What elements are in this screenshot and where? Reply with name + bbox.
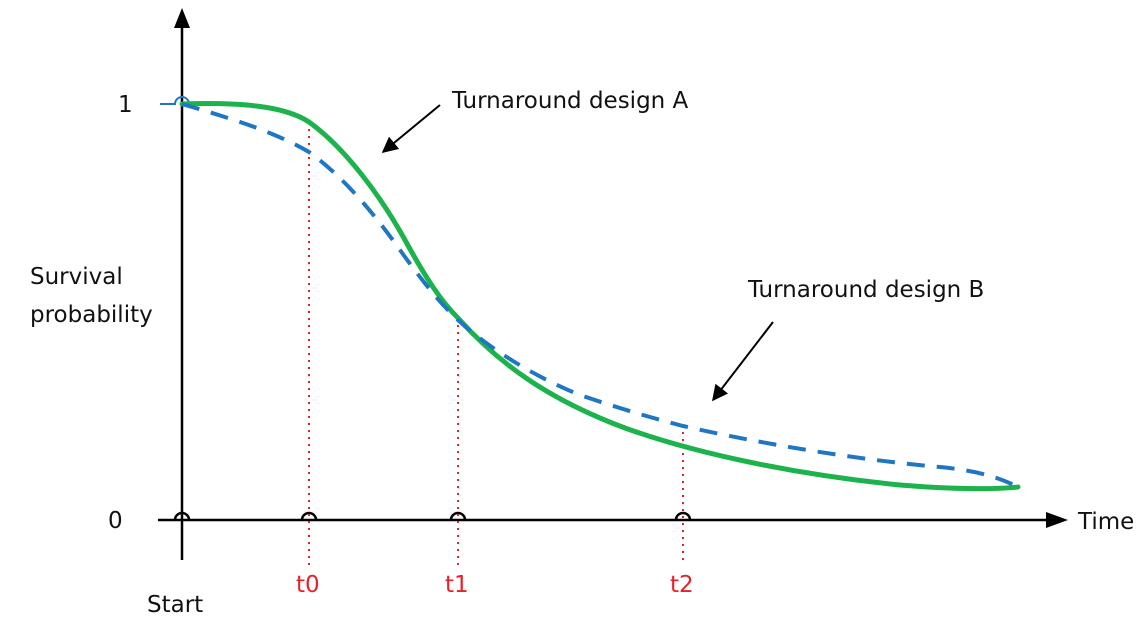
- x-axis-arrow-icon: [1046, 512, 1068, 528]
- y-axis-arrow-icon: [174, 8, 190, 28]
- y-tick-zero: 0: [108, 508, 123, 534]
- y-axis-label-line2: probability: [30, 302, 153, 328]
- curve-b-arrow: [712, 321, 774, 402]
- time-marker-t2: t2: [670, 572, 694, 598]
- axes: [158, 8, 1068, 560]
- x-start-label: Start: [147, 592, 203, 618]
- curve-b: [181, 102, 1019, 489]
- curve-a: [179, 101, 1021, 492]
- time-marker-t0: t0: [296, 572, 320, 598]
- curve-a-arrow: [381, 104, 441, 154]
- y-tick-one: 1: [118, 92, 133, 118]
- time-marker-t1: t1: [445, 572, 469, 598]
- time-marker-lines: [308, 122, 684, 565]
- x-axis-label: Time: [1077, 509, 1134, 535]
- x-axis-hump-t0: [300, 511, 318, 521]
- x-axis-hump-start: [173, 511, 191, 521]
- x-axis-hump-t2: [674, 511, 692, 521]
- curve-a-label: Turnaround design A: [451, 88, 689, 114]
- curve-b-label: Turnaround design B: [747, 277, 984, 303]
- x-axis-hump-t1: [449, 511, 467, 521]
- y-axis-label-line1: Survival: [30, 264, 123, 290]
